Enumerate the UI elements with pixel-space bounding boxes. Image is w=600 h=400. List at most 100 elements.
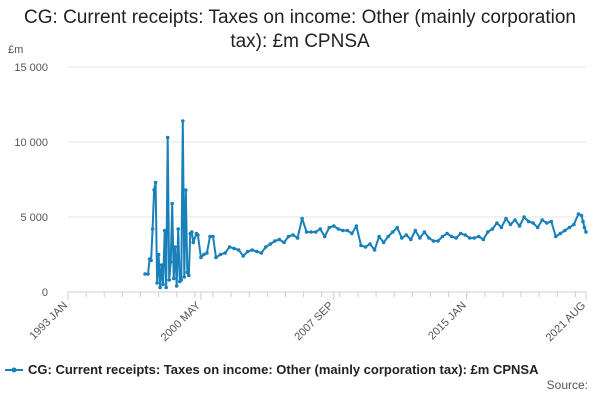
data-point (241, 254, 245, 258)
data-point (286, 234, 291, 239)
data-point (563, 228, 567, 233)
data-point (173, 245, 177, 249)
data-point (313, 230, 318, 234)
data-point (174, 284, 179, 288)
data-point (386, 234, 391, 239)
data-point (341, 228, 345, 233)
data-point (422, 230, 427, 234)
data-point (581, 219, 585, 224)
data-point (161, 282, 165, 287)
y-tick-label: 10 000 (14, 137, 48, 149)
data-point (155, 281, 159, 285)
data-point (467, 236, 472, 240)
data-point (167, 278, 171, 282)
data-point (481, 237, 486, 242)
data-point (185, 270, 190, 275)
data-point (336, 227, 341, 231)
data-point (149, 258, 153, 263)
data-point (282, 240, 286, 245)
data-point (232, 246, 236, 251)
data-point (158, 285, 162, 290)
y-tick-label: 0 (42, 287, 48, 299)
data-point (390, 230, 395, 234)
data-point (579, 213, 584, 218)
data-point (381, 240, 386, 245)
data-point (418, 236, 422, 240)
data-point (440, 234, 445, 239)
data-point (576, 212, 581, 216)
data-point (171, 276, 176, 281)
y-tick-label: 15 000 (14, 62, 48, 74)
source-label: Source: (546, 378, 588, 392)
data-point (181, 119, 185, 123)
data-point (277, 237, 282, 242)
data-point (499, 225, 504, 230)
data-point (463, 233, 468, 237)
data-point (146, 272, 150, 276)
x-tick-label: 2000 MAY (159, 299, 204, 344)
data-point (179, 278, 184, 282)
data-point (322, 234, 327, 239)
data-point (150, 227, 155, 231)
data-point (250, 248, 254, 252)
x-tick-label: 2021 AUG (544, 300, 588, 344)
data-point (504, 216, 508, 221)
data-point (558, 231, 563, 236)
data-point (170, 201, 174, 206)
data-point (486, 230, 490, 234)
data-point (582, 225, 587, 230)
data-point (526, 219, 531, 224)
data-point (223, 251, 227, 255)
data-point (196, 233, 200, 237)
data-point (359, 243, 363, 248)
data-point (304, 230, 309, 234)
data-point (404, 233, 409, 237)
data-point (273, 239, 277, 243)
data-point (327, 225, 332, 230)
data-point (345, 228, 350, 233)
data-point (377, 234, 381, 239)
data-point (508, 222, 513, 227)
data-point (517, 224, 522, 228)
data-point (214, 255, 218, 260)
x-tick-label: 1993 JAN (27, 300, 70, 343)
data-point (535, 225, 540, 230)
legend-swatch (5, 367, 23, 372)
data-point (490, 227, 495, 231)
data-point (176, 227, 180, 231)
data-point (531, 221, 535, 225)
data-point (413, 228, 418, 233)
data-point (191, 240, 196, 245)
y-tick-label: 5 000 (20, 212, 48, 224)
data-point (395, 225, 400, 230)
data-point (168, 260, 173, 264)
data-point (409, 237, 413, 242)
y-axis-tick-labels: 0 5 000 10 000 15 000 (14, 62, 48, 299)
data-point (208, 234, 212, 239)
gridlines (68, 66, 586, 218)
data-point (165, 135, 170, 140)
data-point (291, 233, 295, 237)
data-point (458, 231, 463, 236)
data-point (572, 222, 576, 227)
data-point (445, 231, 449, 236)
data-point (159, 263, 164, 267)
data-point (300, 216, 304, 221)
data-point (143, 272, 147, 276)
data-point (540, 218, 544, 222)
legend[interactable]: CG: Current receipts: Taxes on income: O… (4, 362, 538, 377)
data-point (205, 251, 209, 255)
data-point (431, 239, 436, 243)
data-point (153, 180, 158, 185)
data-point (567, 225, 572, 230)
data-point (187, 273, 191, 278)
data-point (400, 236, 404, 240)
data-point (522, 215, 526, 219)
x-tick-label: 2007 SEP (292, 300, 336, 344)
data-point (318, 227, 323, 231)
data-point (202, 252, 206, 257)
data-point (544, 221, 549, 225)
data-point (472, 236, 477, 240)
data-point (156, 252, 161, 257)
